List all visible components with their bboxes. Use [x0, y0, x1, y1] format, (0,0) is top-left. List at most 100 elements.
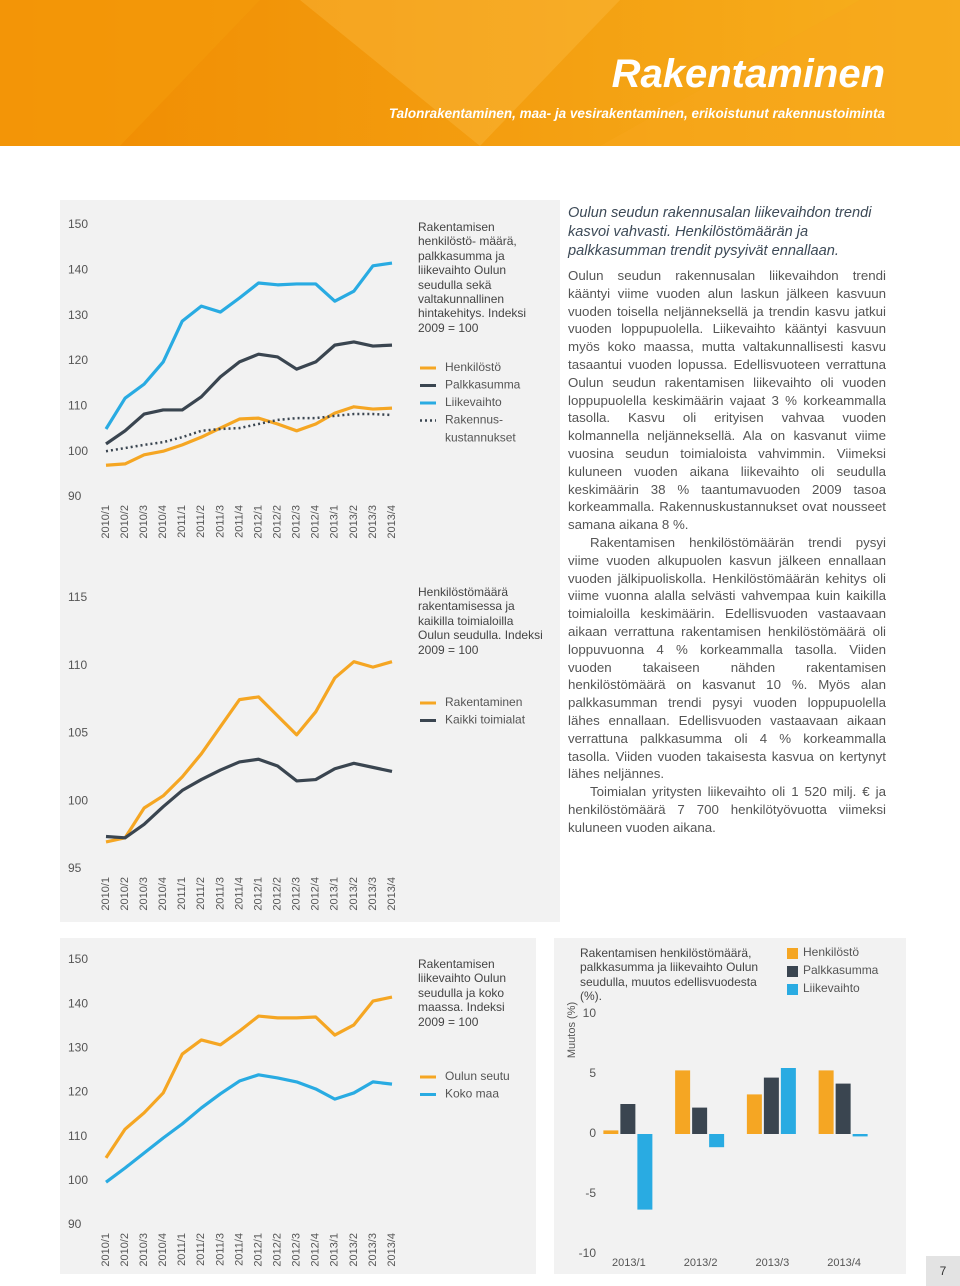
legend-label: Koko maa — [445, 1087, 499, 1101]
y-tick-label: 90 — [68, 1217, 82, 1231]
x-tick-label: 2013/1 — [612, 1257, 646, 1269]
legend-label: Palkkasumma — [803, 963, 879, 977]
bar — [852, 1134, 868, 1137]
x-tick-label: 2010/1 — [100, 505, 112, 539]
legend-label: Liikevaihto — [445, 395, 502, 409]
x-tick-label: 2013/1 — [329, 1233, 341, 1267]
panel — [60, 200, 560, 922]
x-tick-label: 2012/2 — [272, 877, 284, 911]
x-tick-label: 2011/4 — [233, 877, 245, 910]
legend-swatch — [787, 948, 798, 959]
y-tick-label: 100 — [68, 793, 88, 807]
x-tick-label: 2012/1 — [252, 1233, 264, 1267]
page-number: 7 — [926, 1256, 960, 1286]
y-tick-label: 10 — [583, 1006, 597, 1020]
series-line — [104, 261, 393, 430]
y-tick-label: 110 — [68, 399, 87, 413]
paragraph: Toimialan yritysten liikevaihto oli 1 52… — [568, 784, 886, 835]
series-line — [105, 1073, 393, 1184]
bar — [603, 1130, 619, 1134]
y-tick-label: 130 — [68, 308, 88, 322]
x-tick-label: 2013/3 — [367, 1233, 379, 1267]
bar — [780, 1068, 796, 1134]
bar — [692, 1107, 708, 1134]
y-axis-label: Muutos (%) — [566, 1002, 578, 1058]
x-tick-label: 2013/2 — [684, 1257, 718, 1269]
x-tick-label: 2011/3 — [214, 877, 226, 910]
header-shape — [300, 0, 620, 146]
header-shape — [600, 0, 960, 146]
x-tick-label: 2011/3 — [214, 505, 226, 538]
bar — [746, 1094, 762, 1134]
chart-description: Rakentamisen henkilöstömäärä, palkkasumm… — [580, 946, 759, 1004]
series-line — [105, 405, 393, 467]
x-tick-label: 2011/4 — [233, 1233, 245, 1266]
y-tick-label: 105 — [68, 726, 88, 740]
x-tick-label: 2012/1 — [252, 505, 264, 539]
x-tick-label: 2012/3 — [291, 505, 303, 539]
x-tick-label: 2013/4 — [386, 877, 398, 911]
x-tick-label: 2012/3 — [291, 1233, 303, 1267]
legend-label: Henkilöstö — [445, 360, 501, 374]
x-tick-label: 2011/1 — [176, 1233, 188, 1266]
bar — [709, 1134, 725, 1148]
y-tick-label: 140 — [68, 996, 88, 1010]
x-tick-label: 2011/1 — [176, 505, 188, 538]
y-tick-label: 150 — [68, 217, 88, 231]
chart-description: Rakentamisen liikevaihto Oulun seudulla … — [418, 957, 507, 1029]
y-tick-label: 115 — [68, 590, 87, 604]
legend-label: Liikevaihto — [803, 981, 860, 995]
legend-label: Palkkasumma — [445, 378, 521, 392]
panel — [60, 938, 536, 1274]
x-tick-label: 2012/4 — [310, 877, 322, 911]
series-line — [105, 412, 393, 453]
x-tick-label: 2013/4 — [386, 1233, 398, 1267]
legend-label: Rakentaminen — [445, 695, 522, 709]
y-tick-label: 90 — [68, 489, 82, 503]
y-tick-label: 5 — [589, 1066, 596, 1080]
x-tick-label: 2012/4 — [310, 505, 322, 539]
x-tick-label: 2011/1 — [176, 877, 188, 910]
legend-label: Oulun seutu — [445, 1069, 510, 1083]
chart-description: Rakentamisen henkilöstö- määrä, palkkasu… — [418, 220, 527, 335]
legend-swatch — [787, 966, 798, 977]
x-tick-label: 2013/4 — [386, 505, 398, 539]
x-tick-label: 2013/3 — [367, 877, 379, 911]
y-tick-label: 130 — [68, 1041, 88, 1055]
x-tick-label: 2013/2 — [348, 877, 360, 911]
bar — [637, 1134, 653, 1210]
series-line — [105, 340, 393, 446]
x-tick-label: 2012/1 — [252, 877, 264, 911]
y-tick-label: 120 — [68, 353, 88, 367]
x-tick-label: 2010/2 — [119, 1233, 131, 1267]
page-title: Rakentaminen — [611, 52, 885, 96]
x-tick-label: 2011/4 — [233, 505, 245, 538]
x-tick-label: 2010/2 — [119, 505, 131, 539]
x-tick-label: 2010/1 — [100, 1233, 112, 1267]
x-tick-label: 2012/2 — [272, 505, 284, 539]
y-tick-label: 150 — [68, 952, 88, 966]
chart-description: Henkilöstömäärä rakentamisessa ja kaikil… — [418, 585, 543, 657]
x-tick-label: 2013/2 — [348, 1233, 360, 1267]
lead: Oulun seudun rakennusalan liikevaihdon t… — [568, 205, 872, 259]
y-tick-label: 110 — [68, 1129, 87, 1143]
paragraph: Oulun seudun rakennusalan liikevaihdon t… — [568, 268, 886, 533]
article: Oulun seudun rakennusalan liikevaihdon t… — [568, 204, 886, 837]
x-tick-label: 2010/1 — [100, 877, 112, 911]
series-line — [105, 660, 393, 844]
y-tick-label: 100 — [68, 1173, 88, 1187]
x-tick-label: 2013/4 — [827, 1257, 861, 1269]
x-tick-label: 2011/2 — [195, 505, 207, 538]
y-tick-label: -5 — [585, 1186, 596, 1200]
x-tick-label: 2013/1 — [329, 505, 341, 539]
series-line — [104, 995, 393, 1159]
paragraph: Rakentamisen henkilöstömäärän trendi pys… — [568, 534, 886, 782]
x-tick-label: 2010/3 — [138, 1233, 150, 1267]
x-tick-label: 2013/3 — [367, 505, 379, 539]
y-tick-label: 100 — [68, 444, 88, 458]
x-tick-label: 2011/2 — [195, 877, 207, 910]
legend-swatch — [787, 984, 798, 995]
x-tick-label: 2011/3 — [214, 1233, 226, 1266]
